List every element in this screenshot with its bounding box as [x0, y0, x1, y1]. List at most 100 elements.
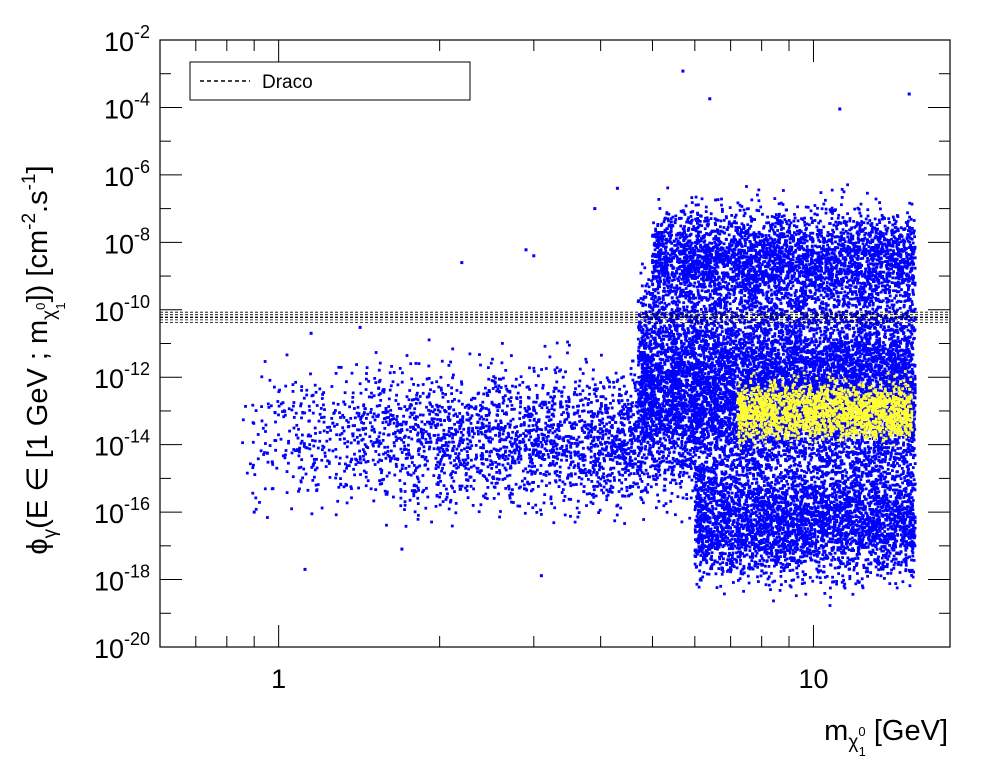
- data-point: [426, 459, 429, 463]
- data-point: [649, 339, 652, 343]
- data-point: [398, 479, 402, 482]
- data-point: [754, 372, 758, 375]
- data-point: [356, 461, 360, 464]
- data-point: [770, 275, 774, 278]
- data-point: [330, 417, 334, 420]
- data-point: [483, 475, 487, 479]
- data-point: [856, 356, 860, 360]
- data-point: [612, 399, 615, 403]
- data-point: [519, 454, 523, 458]
- data-point: [327, 448, 331, 452]
- data-point: [543, 440, 547, 443]
- data-point: [900, 337, 904, 341]
- data-point: [541, 437, 545, 440]
- data-point: [476, 426, 479, 430]
- data-point: [804, 366, 808, 370]
- data-point: [544, 367, 548, 370]
- data-point: [660, 419, 664, 423]
- data-point: [527, 396, 530, 399]
- data-point: [321, 444, 325, 448]
- data-point: [621, 416, 625, 420]
- data-point: [303, 442, 306, 445]
- data-point: [560, 391, 563, 394]
- data-point: [300, 389, 303, 392]
- data-point: [334, 476, 338, 480]
- data-point: [848, 297, 852, 301]
- data-point: [536, 427, 539, 431]
- data-point: [417, 488, 420, 492]
- data-point: [355, 411, 359, 415]
- data-point: [465, 450, 469, 453]
- data-point: [656, 304, 660, 308]
- data-point: [577, 476, 581, 479]
- data-point: [672, 386, 676, 390]
- data-point: [615, 380, 619, 383]
- data-point: [517, 455, 520, 459]
- data-point: [557, 426, 560, 429]
- data-point: [350, 487, 353, 490]
- data-point: [364, 432, 367, 436]
- data-point: [844, 354, 848, 358]
- data-point: [565, 411, 569, 415]
- data-point: [710, 413, 714, 417]
- data-point: [462, 427, 466, 431]
- data-point: [693, 281, 697, 285]
- data-point: [425, 405, 428, 409]
- data-point: [551, 426, 555, 430]
- data-point: [773, 428, 776, 432]
- data-point: [532, 405, 535, 409]
- data-point: [443, 471, 446, 475]
- data-point: [632, 462, 635, 466]
- data-point: [656, 366, 659, 370]
- data-point: [793, 388, 797, 392]
- data-point: [734, 347, 737, 351]
- data-point: [404, 524, 408, 528]
- data-point: [509, 491, 513, 495]
- data-point: [387, 471, 391, 475]
- data-point: [566, 439, 570, 443]
- data-point: [291, 390, 295, 393]
- data-point: [551, 462, 555, 466]
- data-point: [454, 430, 458, 434]
- data-point: [860, 344, 864, 347]
- data-point: [349, 485, 353, 489]
- data-point: [353, 438, 356, 442]
- data-point: [547, 415, 551, 419]
- data-point: [358, 449, 361, 453]
- data-point: [451, 470, 455, 473]
- data-point: [421, 391, 425, 395]
- data-point: [656, 442, 660, 445]
- data-point: [416, 496, 420, 500]
- data-point: [597, 464, 601, 468]
- data-point: [604, 432, 608, 436]
- data-point: [480, 452, 484, 455]
- data-point: [309, 434, 312, 438]
- data-point: [839, 346, 842, 350]
- data-point: [635, 425, 639, 429]
- data-point: [736, 381, 740, 385]
- data-point: [371, 443, 375, 446]
- data-point: [778, 473, 782, 476]
- data-point: [519, 399, 523, 403]
- data-point: [829, 458, 833, 462]
- data-point: [462, 464, 466, 468]
- data-point: [727, 392, 731, 396]
- data-point: [326, 426, 329, 429]
- data-point: [573, 391, 577, 394]
- data-point: [441, 448, 445, 451]
- data-point: [882, 319, 885, 323]
- data-point: [590, 410, 593, 413]
- data-point: [306, 488, 310, 492]
- data-point: [547, 419, 551, 422]
- data-point: [492, 485, 496, 489]
- data-point: [355, 435, 359, 439]
- data-point: [561, 375, 565, 379]
- data-point: [848, 451, 851, 454]
- data-point: [332, 411, 336, 415]
- data-point: [629, 406, 633, 410]
- data-point: [460, 382, 464, 386]
- data-point: [369, 411, 373, 414]
- data-point: [737, 328, 741, 331]
- data-point: [622, 441, 626, 445]
